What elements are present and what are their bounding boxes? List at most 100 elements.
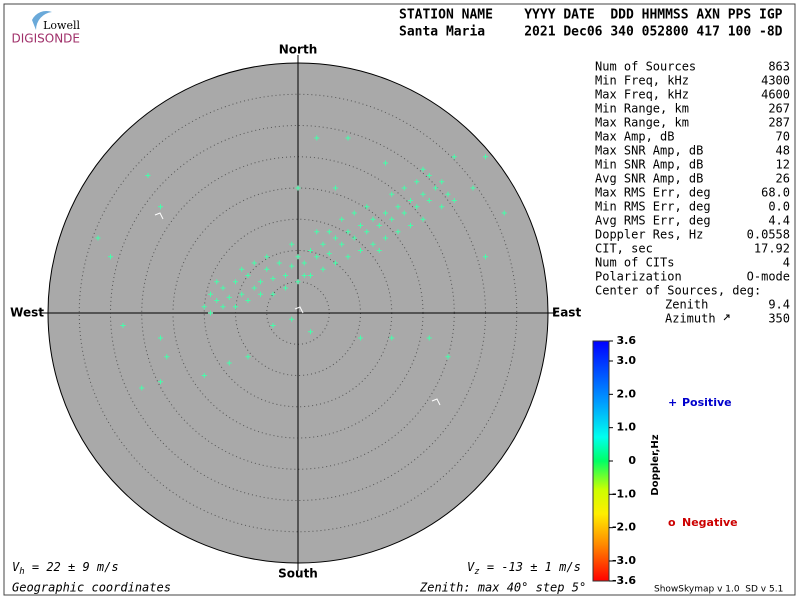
source-point xyxy=(226,360,232,366)
source-point xyxy=(420,216,426,222)
stat-label: Num of CITs xyxy=(595,256,674,270)
source-point xyxy=(451,154,457,160)
direction-label: East xyxy=(552,306,581,320)
source-point xyxy=(451,198,457,203)
coords-text: Geographic coordinates xyxy=(12,581,171,595)
source-point xyxy=(289,316,295,322)
stat-label: Max Freq, kHz xyxy=(595,88,689,102)
stat-label: Polarization xyxy=(595,270,682,284)
source-point xyxy=(314,229,320,235)
colorbar-tick-label: 2.0 xyxy=(617,387,637,400)
source-point xyxy=(445,191,451,197)
source-point xyxy=(326,229,332,235)
source-point xyxy=(358,248,363,253)
marker xyxy=(431,398,441,406)
direction-label: West xyxy=(10,306,44,320)
source-point xyxy=(308,329,313,335)
source-point xyxy=(420,191,426,197)
stat-label: CIT, sec xyxy=(595,242,653,256)
vh-text: Vh = 22 ± 9 m/s xyxy=(12,560,119,577)
stat-value: 287 xyxy=(768,116,790,130)
source-point xyxy=(320,266,326,272)
colorbar-tick-label: 0 xyxy=(628,454,636,467)
source-point xyxy=(214,298,220,303)
source-point xyxy=(345,135,351,141)
stat-value: 12 xyxy=(776,158,790,172)
source-point xyxy=(345,254,351,260)
stat-value: 70 xyxy=(776,130,790,144)
source-point xyxy=(408,198,413,203)
source-point xyxy=(420,166,426,172)
source-point xyxy=(158,379,163,385)
source-point xyxy=(364,204,370,210)
source-point xyxy=(333,235,338,241)
source-point xyxy=(233,304,238,310)
source-point xyxy=(314,135,320,141)
source-point xyxy=(245,354,251,360)
source-point xyxy=(251,260,257,266)
source-point xyxy=(326,251,332,257)
stat-value: 0.0 xyxy=(768,200,790,214)
source-point xyxy=(283,273,288,278)
legend-label: Negative xyxy=(682,516,738,529)
zenith-text: Zenith: max 40° step 5° xyxy=(419,581,586,595)
stat-value: 863 xyxy=(768,60,790,74)
source-point xyxy=(376,248,382,253)
stat-value: 267 xyxy=(768,102,790,116)
colorbar-tick-label: 3.0 xyxy=(617,354,637,367)
source-point xyxy=(289,263,295,269)
source-point xyxy=(145,173,151,178)
source-point xyxy=(264,266,270,272)
colorbar-label: Doppler,Hz xyxy=(650,434,661,495)
source-point xyxy=(208,291,213,297)
source-point xyxy=(320,241,326,247)
source-point xyxy=(376,223,382,228)
marker xyxy=(154,212,164,220)
source-point xyxy=(439,204,445,210)
stat-value: O-mode xyxy=(747,270,790,284)
legend-label: Positive xyxy=(682,396,732,409)
source-point xyxy=(339,216,345,222)
source-point xyxy=(201,373,207,378)
source-point xyxy=(270,276,276,282)
source-point xyxy=(258,279,263,285)
source-point xyxy=(389,191,395,197)
source-point xyxy=(289,241,295,247)
stat-label: Avg RMS Err, deg xyxy=(595,214,711,228)
source-point xyxy=(414,204,420,210)
source-point xyxy=(308,273,313,278)
source-point xyxy=(389,335,395,341)
direction-label: North xyxy=(279,43,317,57)
source-point xyxy=(501,210,507,216)
logo-icon xyxy=(32,10,52,31)
stat-label: Num of Sources xyxy=(595,60,696,74)
source-point xyxy=(395,229,401,235)
source-point xyxy=(483,154,488,160)
header-line: Santa Maria 2021 Dec06 340 052800 417 10… xyxy=(399,25,783,40)
frame xyxy=(3,3,796,596)
source-point xyxy=(295,185,301,191)
source-point xyxy=(483,254,488,260)
source-point xyxy=(408,223,413,228)
source-point xyxy=(308,248,313,253)
header-line: STATION NAME YYYY DATE DDD HHMMSS AXN PP… xyxy=(399,8,783,23)
center-label: Azimuth xyxy=(665,312,716,326)
source-point xyxy=(233,279,238,285)
source-point xyxy=(383,160,388,166)
vz-text: Vz = -13 ± 1 m/s xyxy=(467,560,581,577)
stats-table: Num of Sources 863 Min Freq, kHz 4300 Max Fr… xyxy=(595,60,790,284)
stat-label: Max SNR Amp, dB xyxy=(595,144,703,158)
source-point xyxy=(139,385,145,391)
source-point xyxy=(220,304,226,310)
stat-label: Max Range, km xyxy=(595,116,689,130)
source-point xyxy=(426,198,432,203)
source-point xyxy=(245,298,251,303)
source-point xyxy=(301,260,307,266)
source-point xyxy=(158,204,163,210)
source-point xyxy=(239,291,245,297)
colorbar-tick-label: -3.0 xyxy=(612,554,636,567)
source-point xyxy=(389,216,395,222)
colorbar-tick-label: -3.6 xyxy=(612,574,636,587)
stat-value: 26 xyxy=(776,172,790,186)
stat-label: Min Range, km xyxy=(595,102,689,116)
